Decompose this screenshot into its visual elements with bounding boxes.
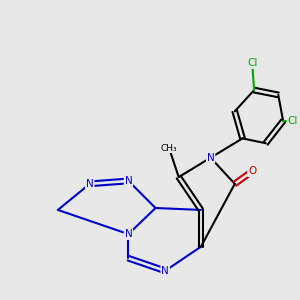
Text: Cl: Cl xyxy=(247,58,257,68)
Text: N: N xyxy=(124,176,132,186)
Text: Cl: Cl xyxy=(288,116,298,126)
Text: N: N xyxy=(207,153,214,163)
Text: N: N xyxy=(161,266,169,276)
Text: N: N xyxy=(86,179,94,189)
Text: N: N xyxy=(124,229,132,239)
Text: O: O xyxy=(248,166,256,176)
Text: CH₃: CH₃ xyxy=(161,144,177,153)
